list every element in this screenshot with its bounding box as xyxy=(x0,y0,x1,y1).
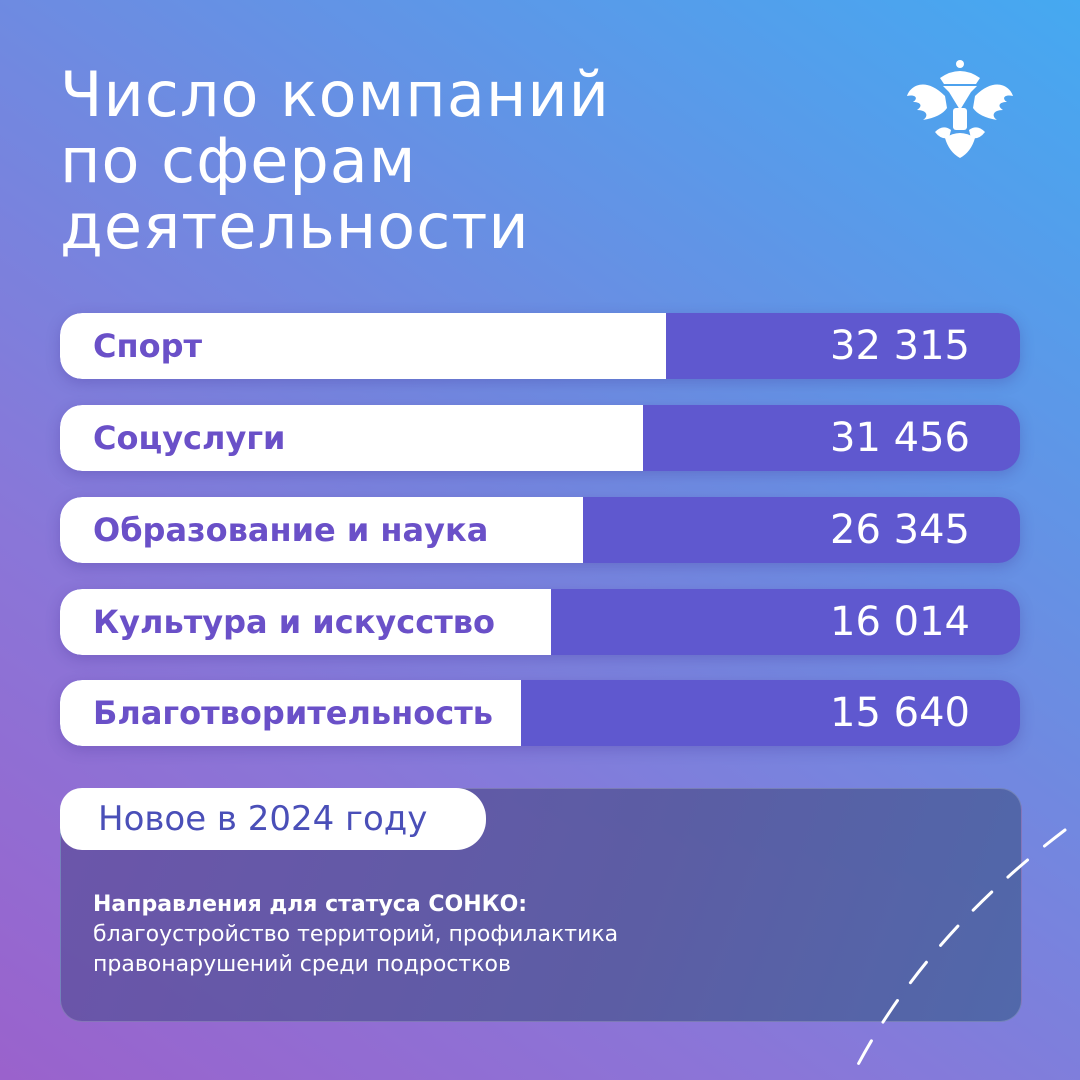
title-line: по сферам xyxy=(60,124,417,197)
note-badge-text: Новое в 2024 году xyxy=(98,799,428,839)
bar-row: Благотворительность 15 640 xyxy=(60,680,1020,746)
bar-row: Культура и искусство 16 014 xyxy=(60,589,1020,655)
category-label: Соцуслуги xyxy=(93,419,286,457)
page-title: Число компаний по сферам деятельности xyxy=(60,62,610,260)
bar-label-area xyxy=(60,497,583,563)
category-label: Благотворительность xyxy=(93,694,493,732)
value-label: 15 640 xyxy=(830,690,970,736)
note-heading: Направления для статуса СОНКО: xyxy=(93,892,528,917)
bar-label-area xyxy=(60,405,643,471)
category-label: Образование и наука xyxy=(93,511,489,549)
category-label: Спорт xyxy=(93,327,203,365)
value-label: 26 345 xyxy=(830,507,970,553)
bar-label-area xyxy=(60,589,551,655)
value-label: 32 315 xyxy=(830,323,970,369)
bar-label-area xyxy=(60,313,666,379)
title-line: Число компаний xyxy=(60,58,610,131)
value-label: 16 014 xyxy=(830,599,970,645)
bar-row: Соцуслуги 31 456 xyxy=(60,405,1020,471)
note-text-line: благоустройство территорий, профилактика xyxy=(93,922,619,947)
double-headed-eagle-icon xyxy=(907,60,1013,158)
category-label: Культура и искусство xyxy=(93,603,495,641)
note-badge: Новое в 2024 году xyxy=(60,788,486,850)
title-line: деятельности xyxy=(60,190,530,263)
bar-row: Спорт 32 315 xyxy=(60,313,1020,379)
bar-label-area xyxy=(60,680,521,746)
bar-row: Образование и наука 26 345 xyxy=(60,497,1020,563)
note-body: Направления для статуса СОНКО: благоустр… xyxy=(93,890,618,980)
value-label: 31 456 xyxy=(830,415,970,461)
note-text-line: правонарушений среди подростков xyxy=(93,952,511,977)
